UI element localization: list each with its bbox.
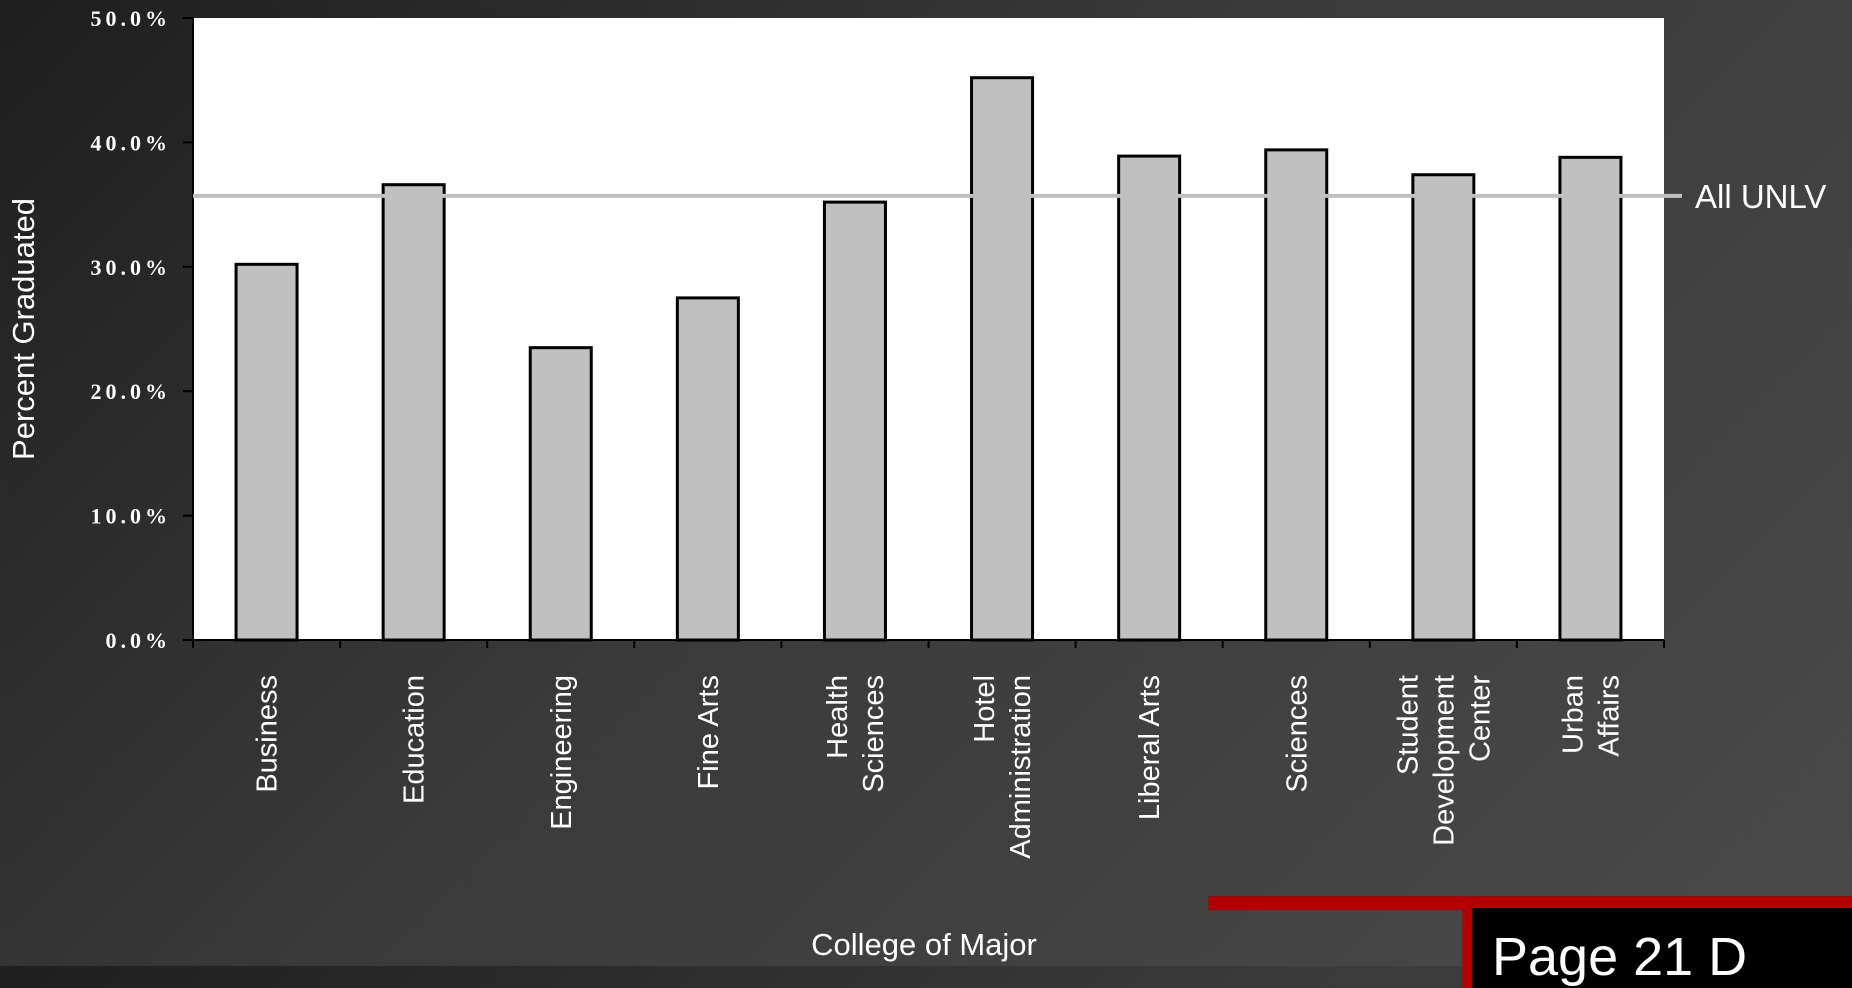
category-label: Health Sciences (822, 675, 890, 793)
x-axis-title: College of Major (811, 927, 1037, 962)
category-label: Hotel Administration (969, 675, 1037, 859)
category-label-line: Sciences (858, 675, 890, 793)
data-label: 38.9% (1106, 106, 1192, 132)
category-label-line: Fine Arts (693, 675, 725, 789)
category-label: Fine Arts (693, 675, 725, 789)
bar (234, 262, 299, 642)
category-label-line: Administration (1005, 675, 1037, 859)
category-label-line: Urban (1557, 675, 1589, 754)
y-tick-label: 0.0% (106, 628, 172, 653)
data-label: 37.4% (1400, 125, 1486, 151)
category-label-line: Center (1464, 675, 1496, 762)
category-label-line: Affairs (1593, 675, 1625, 757)
bar (1117, 154, 1182, 642)
data-label: 39.4% (1253, 100, 1339, 126)
data-label: 38.8% (1547, 107, 1633, 133)
category-label: Liberal Arts (1134, 675, 1166, 820)
bar (528, 346, 593, 642)
category-label: Business (252, 675, 284, 793)
category-label-line: Sciences (1281, 675, 1313, 793)
category-label-line: Liberal Arts (1134, 675, 1166, 820)
bar (1264, 148, 1329, 642)
category-label-line: Health (822, 675, 854, 759)
bar-chart: 0.0% 10.0% 20.0% 30.0% 40.0% 50.0% 30.2% 36.6% 2… (6, 6, 1826, 962)
data-label: 23.5% (518, 298, 604, 324)
bar (1411, 173, 1476, 642)
category-label: Education (399, 675, 431, 804)
bar (1558, 155, 1623, 642)
data-label: 35.2% (812, 152, 898, 178)
page-banner-stripe (1208, 896, 1852, 910)
y-tick-label: 20.0% (91, 379, 172, 404)
bar (970, 76, 1035, 642)
y-tick-label: 30.0% (91, 255, 172, 280)
y-tick-label: 40.0% (91, 130, 172, 155)
bar (381, 183, 446, 642)
category-label: Sciences (1281, 675, 1313, 793)
data-label: 36.6% (371, 135, 457, 161)
category-label-line: Development (1428, 675, 1460, 846)
category-label-line: Engineering (546, 675, 578, 830)
y-axis-title: Percent Graduated (6, 198, 41, 460)
data-label: 30.2% (224, 214, 310, 240)
data-label: 27.5% (665, 248, 751, 274)
category-label: Urban Affairs (1557, 675, 1625, 757)
category-label-line: Hotel (969, 675, 1001, 743)
category-label-line: Student (1392, 675, 1424, 775)
category-label: Student Development Center (1392, 675, 1496, 846)
category-label: Engineering (546, 675, 578, 830)
bar (675, 296, 740, 642)
page-label: Page 21 D (1492, 927, 1748, 987)
reference-line-label: All UNLV (1695, 178, 1826, 215)
data-label: 45.2% (959, 28, 1045, 54)
category-label-line: Education (399, 675, 431, 804)
category-label-line: Business (252, 675, 284, 793)
y-tick-label: 50.0% (91, 6, 172, 31)
bar (822, 200, 887, 642)
y-tick-label: 10.0% (91, 504, 172, 529)
